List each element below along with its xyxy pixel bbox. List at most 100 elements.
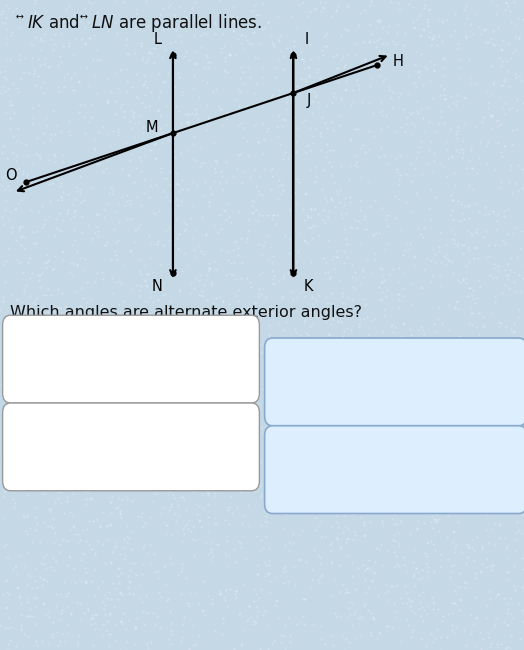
Point — [358, 560, 367, 571]
Point — [127, 105, 135, 115]
Point — [12, 156, 20, 166]
Point — [231, 95, 239, 105]
Point — [23, 580, 31, 591]
Point — [0, 212, 6, 222]
Point — [189, 521, 198, 532]
Point — [18, 169, 27, 179]
Point — [236, 433, 244, 443]
Point — [497, 102, 506, 112]
Point — [39, 301, 47, 311]
Point — [80, 320, 89, 330]
Point — [505, 177, 513, 188]
Point — [409, 2, 418, 12]
Point — [383, 441, 391, 452]
Point — [87, 575, 95, 586]
Point — [420, 517, 429, 528]
Point — [248, 16, 257, 27]
Point — [504, 603, 512, 614]
Point — [244, 302, 253, 312]
Point — [509, 47, 517, 57]
Point — [500, 417, 509, 427]
Point — [94, 536, 103, 546]
Point — [455, 582, 464, 592]
Point — [419, 264, 428, 274]
Point — [307, 212, 315, 222]
Point — [155, 348, 163, 359]
Point — [41, 400, 50, 411]
Point — [289, 231, 298, 242]
Point — [88, 613, 96, 623]
Point — [336, 610, 345, 621]
Point — [13, 582, 21, 592]
Point — [159, 502, 167, 513]
Point — [190, 30, 199, 40]
Point — [155, 331, 163, 341]
Point — [367, 29, 376, 39]
Point — [290, 111, 299, 122]
Point — [250, 480, 258, 491]
Point — [461, 582, 470, 592]
Point — [121, 534, 129, 545]
Point — [67, 320, 75, 331]
Point — [254, 569, 263, 579]
Point — [145, 229, 154, 240]
Point — [66, 266, 74, 277]
Point — [94, 583, 102, 593]
Point — [204, 357, 212, 367]
Point — [275, 349, 283, 359]
Point — [395, 333, 403, 344]
Point — [399, 598, 407, 608]
Point — [301, 114, 309, 125]
Point — [447, 30, 455, 40]
Point — [171, 515, 180, 526]
Point — [135, 152, 144, 162]
Point — [185, 279, 194, 289]
Point — [504, 475, 512, 486]
Point — [41, 214, 49, 225]
Point — [483, 136, 492, 147]
Point — [434, 313, 442, 324]
Point — [155, 127, 163, 138]
Point — [225, 299, 233, 309]
Point — [437, 112, 445, 123]
Point — [163, 331, 171, 341]
Point — [208, 547, 216, 557]
Point — [432, 514, 440, 525]
FancyBboxPatch shape — [3, 403, 259, 491]
Point — [59, 214, 67, 225]
Point — [511, 20, 520, 30]
Point — [364, 605, 372, 616]
Point — [351, 157, 359, 167]
Point — [180, 415, 188, 425]
Point — [9, 564, 17, 575]
Point — [220, 358, 228, 368]
Point — [417, 282, 425, 293]
Point — [5, 448, 13, 458]
Point — [448, 597, 456, 608]
Point — [468, 184, 477, 194]
Point — [383, 158, 391, 168]
Point — [367, 73, 375, 84]
Point — [204, 591, 212, 601]
Point — [314, 290, 323, 300]
Point — [454, 483, 462, 493]
Point — [457, 445, 465, 456]
Point — [450, 380, 458, 390]
Point — [452, 44, 460, 54]
Point — [456, 434, 465, 444]
Point — [235, 536, 243, 546]
Point — [113, 198, 122, 208]
Point — [256, 584, 265, 594]
Point — [92, 209, 100, 220]
Point — [130, 177, 139, 187]
Point — [438, 332, 446, 342]
Point — [348, 461, 356, 471]
Point — [278, 473, 286, 483]
Point — [80, 333, 88, 343]
Point — [107, 183, 115, 194]
Point — [175, 511, 183, 521]
Point — [346, 451, 355, 462]
Point — [202, 228, 210, 239]
Point — [59, 16, 68, 26]
Point — [301, 341, 310, 351]
